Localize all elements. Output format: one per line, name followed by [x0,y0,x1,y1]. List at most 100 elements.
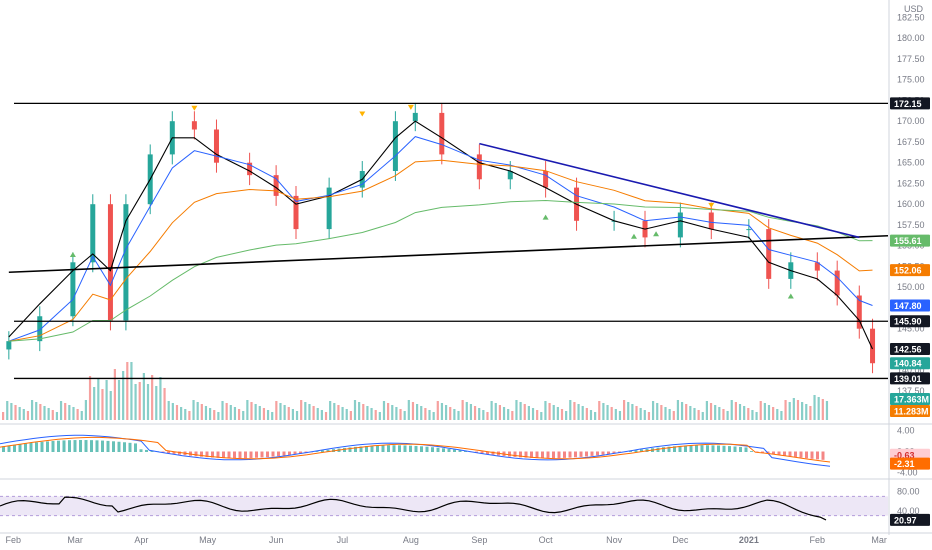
macd-histogram-bar [117,441,121,452]
x-tick-label: Aug [403,535,419,545]
volume-bar [680,402,684,420]
macd-histogram-bar [475,451,478,453]
volume-bar [440,403,444,420]
volume-bar [217,412,220,420]
volume-bar [527,406,530,420]
volume-bar [64,403,67,420]
volume-bar [341,407,344,420]
price-tick-label: 137.50 [897,386,925,396]
volume-bar [759,401,762,420]
macd-histogram-bar [84,440,88,452]
volume-bar [55,412,59,420]
macd-histogram-bar [436,447,440,452]
volume-bar [246,400,249,420]
macd-histogram-bar [552,451,555,459]
macd-histogram-bar [57,440,60,452]
macd-histogram-bar [123,442,126,452]
macd-histogram-bar [354,446,357,452]
volume-bar [606,405,609,420]
volume-bar [565,411,568,420]
volume-bar [300,400,303,420]
macd-histogram-bar [739,446,742,452]
macd-histogram-bar [431,447,434,452]
volume-bar [569,400,572,420]
volume-bar [229,405,232,420]
down-triangle-marker [359,111,366,117]
volume-bar [772,407,775,420]
volume-bar [519,402,522,420]
macd-histogram-bar [574,451,577,458]
volume-bar [743,406,746,420]
macd-histogram-bar [216,451,220,458]
volume-bar [287,407,290,420]
x-tick-label: Dec [672,535,689,545]
volume-bar [80,411,83,420]
volume-bar [10,403,13,420]
macd-histogram-bar [728,446,731,452]
volume-bar [428,410,431,420]
volume-bar [598,401,601,420]
candle-body [90,204,96,263]
macd-histogram-bar [788,451,792,457]
price-tag: 142.56 [894,344,922,354]
macd-histogram-bar [541,451,544,459]
macd-histogram-bar [90,440,93,452]
macd-histogram-bar [266,451,269,458]
volume-bar [353,400,357,420]
volume-bar [536,410,539,420]
candle-body [293,195,299,230]
macd-histogram-bar [244,451,247,459]
volume-tag-bg [890,393,930,405]
volume-bar [610,407,613,420]
volume-bar [329,401,332,420]
volume-bar [333,403,336,420]
macd-histogram-bar [706,445,709,452]
ema20-line [8,136,873,342]
volume-bar [502,407,506,420]
volume-bar [126,362,129,420]
rsi-tick-label: 40.00 [897,506,920,516]
macd-tag: -0.63 [894,450,915,460]
macd-histogram-bar [51,441,55,452]
volume-bar [26,411,30,420]
macd-histogram-bar [68,440,71,452]
volume-bar [134,384,137,420]
volume-bar [68,405,71,420]
volume-tag-bg [890,405,930,417]
macd-histogram-bar [343,447,346,452]
volume-tag: 11.283M [894,407,929,417]
ema50-line [8,159,873,342]
volume-bar [233,407,237,420]
macd-histogram-bar [596,451,599,456]
volume-bar [2,412,5,420]
macd-histogram-bar [662,447,665,452]
volume-bar [573,402,576,420]
macd-histogram-bar [568,451,572,458]
macd-histogram-bar [2,446,5,452]
volume-bar [345,409,348,420]
macd-histogram-bar [453,449,456,452]
x-tick-label: 2021 [739,535,759,545]
price-tick-label: 180.00 [897,33,925,43]
macd-histogram-bar [722,445,726,452]
price-tick-label: 177.50 [897,54,925,64]
macd-histogram-bar [315,451,319,452]
volume-bar [651,401,655,420]
volume-bar [664,407,667,420]
volume-bar [109,391,112,420]
candle-body [870,328,876,364]
macd-histogram-bar [579,451,583,457]
volume-bar [14,405,17,420]
volume-bar [465,402,468,420]
volume-bar [279,403,282,420]
macd-histogram-bar [700,445,704,452]
volume-bar [796,400,800,420]
macd-histogram-bar [227,451,231,459]
macd-histogram-bar [106,440,110,452]
price-tick-label: 170.00 [897,116,925,126]
macd-histogram-bar [95,440,99,452]
volume-bar [225,403,228,420]
macd-histogram-bar [398,445,401,452]
price-tick-label: 150.00 [897,282,925,292]
